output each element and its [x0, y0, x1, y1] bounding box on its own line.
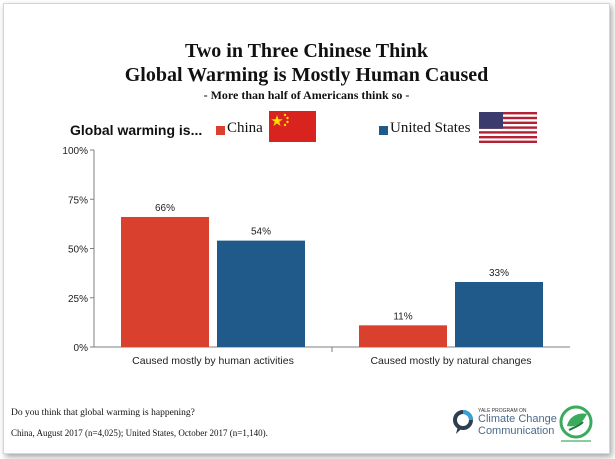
bar-china — [121, 216, 209, 347]
survey-question: Do you think that global warming is happ… — [11, 408, 195, 418]
logo-line1: Climate Change — [478, 413, 557, 425]
slide: Two in Three Chinese Think Global Warmin… — [3, 3, 610, 454]
lead-label: Global warming is... — [70, 122, 203, 138]
bar-united-states — [455, 281, 543, 347]
legend-swatch-us — [379, 126, 388, 135]
bar-china — [359, 325, 447, 347]
y-tick-label: 50% — [68, 245, 88, 256]
logo-line2: Communication — [478, 425, 555, 437]
sample-note: China, August 2017 (n=4,025); United Sta… — [11, 428, 268, 438]
legend-label-china: China — [227, 120, 263, 136]
climate-change-communication-logo-icon — [453, 410, 473, 434]
chart-subtitle: - More than half of Americans think so - — [203, 88, 410, 102]
y-tick-label: 75% — [68, 195, 88, 206]
chart-title-line2: Global Warming is Mostly Human Caused — [124, 64, 489, 86]
china-flag-icon — [269, 111, 316, 142]
bar-united-states — [217, 240, 305, 347]
y-tick-label: 0% — [74, 343, 89, 354]
data-label: 66% — [155, 203, 175, 214]
logo-small-caps: YALE PROGRAM ON — [478, 408, 527, 414]
y-tick-label: 100% — [62, 146, 88, 157]
chart-title-line1: Two in Three Chinese Think — [184, 40, 429, 62]
x-tick-label: Caused mostly by natural changes — [370, 355, 531, 367]
x-tick-label: Caused mostly by human activities — [132, 355, 294, 367]
legend-label-us: United States — [390, 120, 471, 136]
data-label: 54% — [251, 227, 271, 238]
bar-chart: 0% 25% 50% 75% 100% 66% 54% Caused mostly by hu… — [62, 146, 570, 367]
partner-leaf-logo-icon — [559, 405, 593, 442]
us-flag-icon — [479, 112, 537, 143]
legend-swatch-china — [216, 126, 225, 135]
data-label: 33% — [489, 268, 509, 279]
data-label: 11% — [393, 311, 412, 322]
y-tick-label: 25% — [68, 294, 88, 305]
